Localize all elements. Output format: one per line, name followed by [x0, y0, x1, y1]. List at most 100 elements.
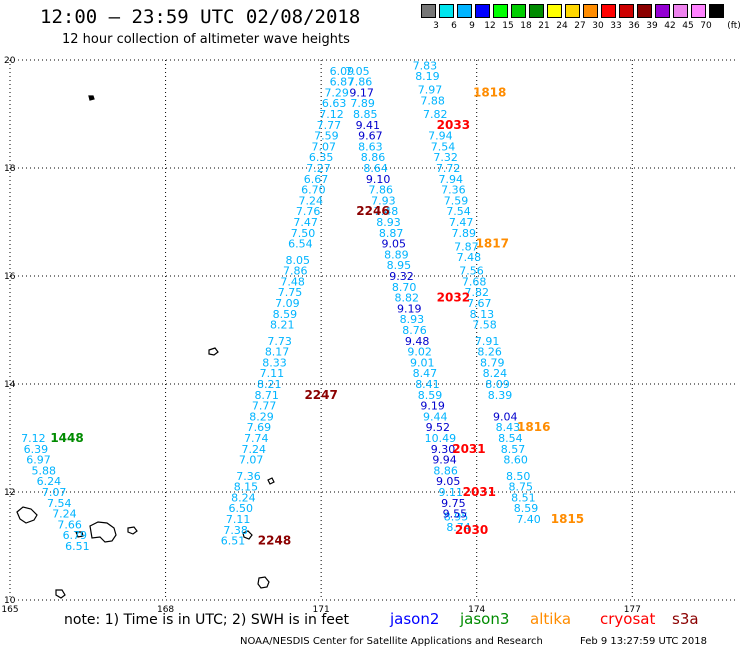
color-swatch: [709, 4, 724, 18]
wave-height-value: 9.94: [432, 454, 457, 467]
y-tick-label: 14: [4, 380, 16, 390]
wave-height-value: 7.12: [21, 432, 46, 445]
island-shape: [89, 521, 117, 543]
wave-height-value: 7.68: [462, 275, 487, 288]
y-tick-label: 18: [4, 164, 16, 174]
wave-height-value: 8.29: [249, 410, 274, 423]
wave-height-value: 8.59: [273, 308, 298, 321]
wave-height-value: 7.29: [324, 86, 349, 99]
wave-height-value: 7.86: [348, 76, 373, 89]
wave-height-value: 8.63: [358, 140, 383, 153]
wave-height-value: 9.01: [410, 356, 435, 369]
pass-time-label: 1817: [476, 237, 509, 251]
wave-height-value: 7.75: [278, 286, 303, 299]
wave-height-value: 7.58: [472, 319, 497, 332]
grid: [9, 59, 736, 601]
wave-height-value: 6.50: [229, 502, 254, 515]
wave-height-value: 8.86: [361, 151, 386, 164]
color-swatch-label: 39: [646, 21, 658, 31]
wave-height-value: 8.87: [379, 227, 404, 240]
wave-height-value: 9.44: [423, 410, 448, 423]
wave-height-value: 7.94: [439, 173, 464, 186]
wave-height-value: 7.59: [314, 130, 339, 143]
island-shape: [267, 477, 275, 485]
wave-height-value: 7.47: [449, 216, 474, 229]
footer-note: note: 1) Time is in UTC; 2) SWH is in fe…: [64, 612, 350, 628]
wave-height-value: 7.82: [464, 286, 489, 299]
wave-height-value: 9.02: [407, 346, 432, 359]
wave-height-value: 7.09: [275, 297, 300, 310]
color-swatch-label: 18: [520, 21, 532, 31]
color-swatch-label: 21: [538, 21, 550, 31]
wave-height-value: 7.72: [436, 162, 461, 175]
wave-height-value: 7.07: [239, 454, 264, 467]
wave-height-value: 8.43: [496, 421, 521, 434]
wave-height-value: 9.11: [439, 486, 464, 499]
wave-height-value: 7.48: [457, 251, 482, 264]
color-swatch-label: 42: [664, 21, 676, 31]
color-swatch-label: 6: [451, 21, 457, 31]
wave-height-value: 7.07: [311, 140, 336, 153]
wave-height-value: 7.88: [420, 95, 445, 108]
wave-height-value: 6.70: [301, 184, 326, 197]
wave-height-value: 7.36: [236, 470, 261, 483]
island-shape: [208, 347, 219, 356]
generated-timestamp: Feb 9 13:27:59 UTC 2018: [580, 636, 707, 647]
wave-height-value: 7.77: [252, 400, 277, 413]
page-subtitle: 12 hour collection of altimeter wave hei…: [62, 32, 350, 47]
wave-height-value: 8.76: [402, 324, 427, 337]
island-shape: [88, 95, 95, 101]
wave-height-value: 7.83: [413, 59, 438, 72]
color-scale-unit: (ft): [727, 21, 740, 31]
wave-height-value: 9.19: [420, 400, 445, 413]
page-title: 12:00 — 23:59 UTC 02/08/2018: [40, 6, 361, 28]
wave-height-value: 7.73: [267, 335, 292, 348]
wave-height-value: 6.87: [330, 76, 355, 89]
wave-height-value: 5.88: [31, 464, 56, 477]
pass-time-label: 2032: [437, 291, 470, 305]
wave-height-value: 7.11: [260, 367, 285, 380]
wave-height-value: 7.86: [283, 265, 308, 278]
wave-height-value: 7.82: [423, 108, 448, 121]
wave-height-value: 8.95: [387, 259, 412, 272]
wave-height-value: 9.17: [349, 86, 374, 99]
wave-height-value: 8.86: [433, 464, 458, 477]
wave-height-value: 7.48: [374, 205, 399, 218]
y-tick-label: 10: [4, 596, 16, 606]
wave-height-value: 6.51: [65, 540, 90, 553]
wave-height-value: 8.39: [488, 389, 513, 402]
wave-height-value: 7.59: [444, 194, 469, 207]
wave-height-value: 9.67: [358, 130, 383, 143]
color-swatch: [511, 4, 526, 18]
wave-height-value: 8.21: [257, 378, 282, 391]
wave-height-value: 6.09: [330, 65, 355, 78]
wave-height-value: 8.54: [498, 432, 523, 445]
wave-height-value: 8.09: [485, 378, 510, 391]
wave-height-value: 7.07: [42, 486, 67, 499]
wave-height-value: 7.67: [467, 297, 492, 310]
sat-legend-jason2: jason2: [390, 610, 440, 628]
wave-height-value: 7.32: [433, 151, 458, 164]
wave-height-value: 6.54: [288, 238, 313, 251]
wave-height-value: 7.24: [299, 194, 324, 207]
wave-height-value: 9.75: [441, 497, 466, 510]
wave-height-value: 7.11: [226, 513, 251, 526]
y-tick-label: 16: [4, 272, 16, 282]
island-shape: [16, 506, 38, 524]
wave-height-value: 8.51: [511, 491, 536, 504]
color-swatch-label: 27: [574, 21, 586, 31]
pass-time-label: 2031: [452, 442, 485, 456]
wave-height-value: 7.91: [475, 335, 500, 348]
wave-height-value: 8.33: [262, 356, 287, 369]
island-shape: [127, 526, 138, 535]
wave-height-tracks: 6.096.877.296.637.127.777.597.076.357.27…: [21, 59, 541, 553]
pass-time-label: 2030: [455, 523, 488, 537]
sat-legend-jason3: jason3: [460, 610, 510, 628]
wave-height-value: 9.05: [436, 475, 461, 488]
wave-height-value: 6.97: [26, 454, 51, 467]
pass-time-label: 2246: [356, 204, 389, 218]
color-swatch: [475, 4, 490, 18]
color-swatch-label: 36: [628, 21, 640, 31]
pass-time-labels: 1818 2033 2246 1817 2032 2247 1448 1816 2031 2031…: [50, 85, 584, 547]
